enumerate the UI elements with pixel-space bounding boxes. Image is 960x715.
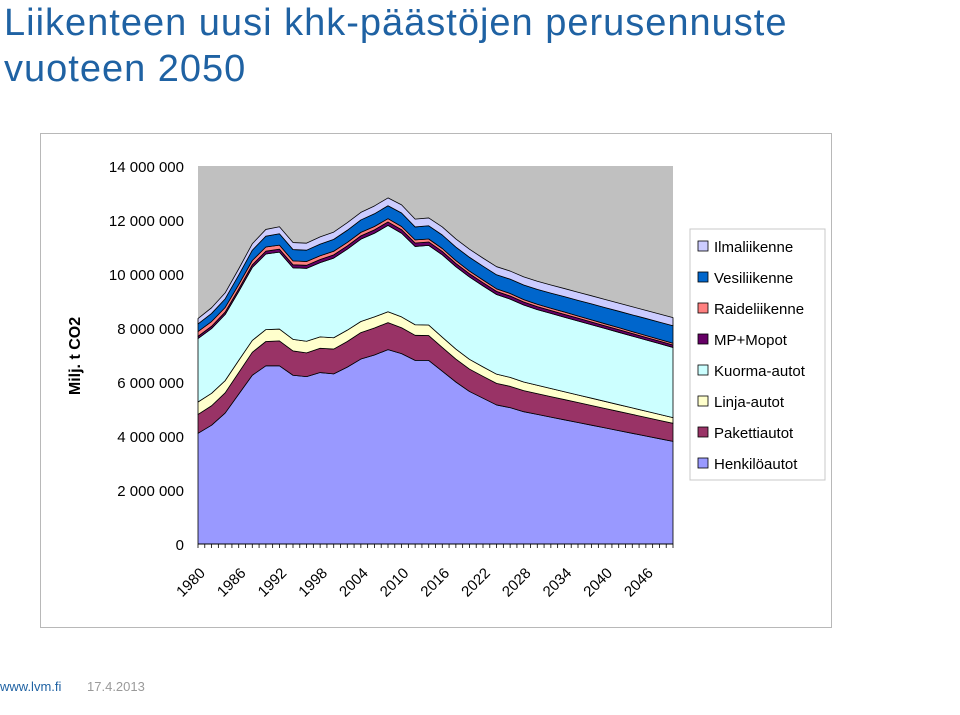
- x-tick-label: 1998: [295, 565, 331, 601]
- legend-box: [689, 228, 826, 481]
- slide-title-line-1: Liikenteen uusi khk-päästöjen perusennus…: [4, 2, 788, 44]
- slide-title-line-2: vuoteen 2050: [4, 48, 247, 90]
- footer-date: 17.4.2013: [87, 679, 145, 694]
- legend-label-pakettiautot: Pakettiautot: [714, 425, 794, 442]
- slide-title: Liikenteen uusi khk-päästöjen perusennus…: [4, 0, 944, 92]
- legend-swatch-mp-mopot: [697, 333, 709, 345]
- legend-label-linja-autot: Linja-autot: [714, 394, 785, 411]
- emissions-area-chart: 1980 1986 1992 1998 2004 2010 2016 2022 2028 2034…: [67, 159, 826, 601]
- y-tick-label: 2 000 000: [117, 483, 184, 500]
- footer: www.lvm.fi 17.4.2013: [0, 679, 145, 694]
- x-tick-label: 1986: [214, 565, 250, 601]
- legend-swatch-henkil-autot: [697, 457, 709, 469]
- legend-swatch-ilmaliikenne: [697, 240, 709, 252]
- x-tick-label: 2046: [621, 565, 657, 601]
- x-tick-label: 2022: [458, 565, 494, 601]
- footer-url[interactable]: www.lvm.fi: [0, 679, 62, 694]
- legend-swatch-raideliikenne: [697, 302, 709, 314]
- chart-frame: 1980 1986 1992 1998 2004 2010 2016 2022 2028 2034…: [40, 133, 832, 628]
- x-tick-label: 2034: [540, 565, 576, 601]
- legend-label-henkil-autot: Henkilöautot: [714, 456, 798, 473]
- legend-label-kuorma-autot: Kuorma-autot: [714, 363, 806, 380]
- y-tick-label: 12 000 000: [109, 213, 184, 230]
- legend-label-mp-mopot: MP+Mopot: [714, 332, 788, 349]
- x-tick-label: 2040: [580, 565, 616, 601]
- x-tick-label: 2028: [499, 565, 535, 601]
- y-tick-label: 6 000 000: [117, 375, 184, 392]
- legend-swatch-vesiliikenne: [697, 271, 709, 283]
- legend-swatch-pakettiautot: [697, 426, 709, 438]
- legend-swatch-linja-autot: [697, 395, 709, 407]
- y-tick-label: 4 000 000: [117, 429, 184, 446]
- series-area-ilmaliikenne: [197, 197, 674, 327]
- x-tick-label: 2004: [336, 565, 372, 601]
- legend-label-ilmaliikenne: Ilmaliikenne: [714, 239, 793, 256]
- x-tick-label: 1992: [255, 565, 291, 601]
- y-tick-label: 0: [176, 537, 184, 554]
- legend-label-raideliikenne: Raideliikenne: [714, 301, 804, 318]
- x-tick-label: 2010: [377, 565, 413, 601]
- legend-swatch-kuorma-autot: [697, 364, 709, 376]
- x-tick-label: 2016: [417, 565, 453, 601]
- y-tick-label: 14 000 000: [109, 159, 184, 176]
- legend-label-vesiliikenne: Vesiliikenne: [714, 270, 793, 287]
- x-tick-label: 1980: [173, 565, 209, 601]
- y-tick-label: 8 000 000: [117, 321, 184, 338]
- y-tick-label: 10 000 000: [109, 267, 184, 284]
- y-axis-label: Milj. t CO2: [67, 317, 84, 395]
